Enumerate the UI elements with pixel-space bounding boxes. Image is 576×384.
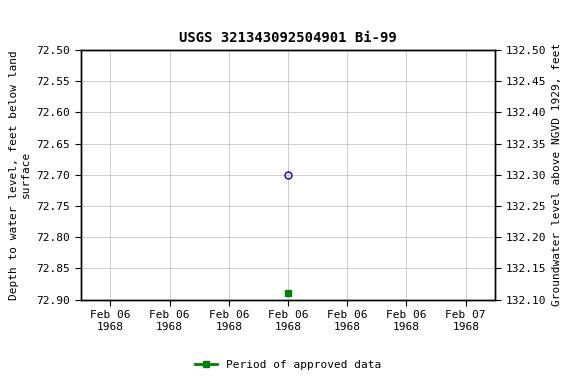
Y-axis label: Groundwater level above NGVD 1929, feet: Groundwater level above NGVD 1929, feet xyxy=(552,43,562,306)
Legend: Period of approved data: Period of approved data xyxy=(191,356,385,375)
Title: USGS 321343092504901 Bi-99: USGS 321343092504901 Bi-99 xyxy=(179,31,397,45)
Y-axis label: Depth to water level, feet below land
surface: Depth to water level, feet below land su… xyxy=(9,50,31,300)
